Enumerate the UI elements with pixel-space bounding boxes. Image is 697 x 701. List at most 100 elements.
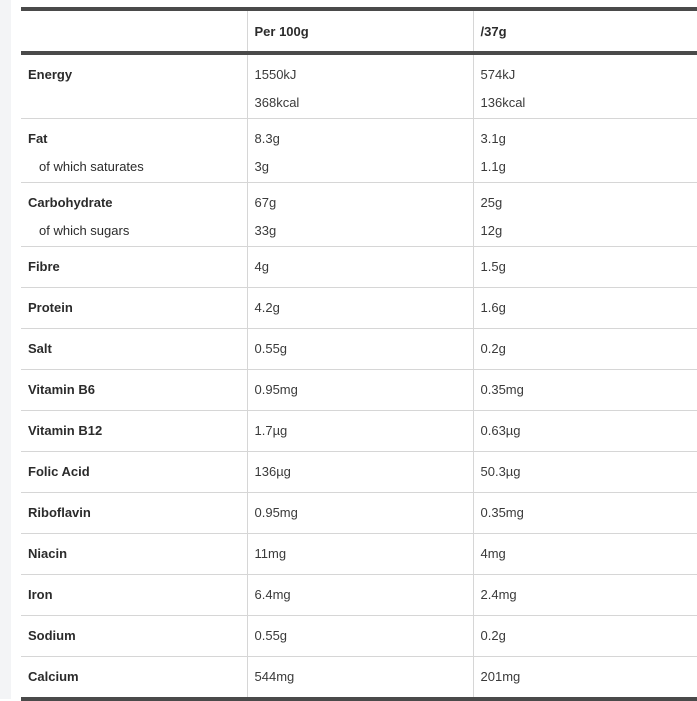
per-serving-cell: 0.2g	[473, 616, 697, 657]
table-body: Energy 1550kJ 368kcal 574kJ 136kcal Fat …	[21, 53, 697, 699]
per-100g-cell: 0.95mg	[247, 493, 473, 534]
nutrient-name: Energy	[28, 61, 247, 89]
header-per-100g: Per 100g	[247, 9, 473, 53]
nutrient-sub-name: of which saturates	[28, 153, 247, 181]
per-serving-cell: 0.35mg	[473, 370, 697, 411]
per-serving-value: 4mg	[481, 534, 697, 574]
per-serving-cell: 201mg	[473, 657, 697, 700]
per-serving-sub-value: 1.1g	[481, 153, 697, 181]
table-row-fat: Fat of which saturates 8.3g 3g 3.1g 1.1g	[21, 119, 697, 183]
per-serving-value: 0.35mg	[481, 370, 697, 410]
per-100g-value: 4.2g	[255, 288, 473, 328]
left-gutter	[0, 0, 11, 699]
table-row-fibre: Fibre 4g 1.5g	[21, 247, 697, 288]
table-row-vitamin-b12: Vitamin B12 1.7µg 0.63µg	[21, 411, 697, 452]
per-serving-sub-value: 136kcal	[481, 89, 697, 117]
per-100g-cell: 0.55g	[247, 329, 473, 370]
per-100g-cell: 8.3g 3g	[247, 119, 473, 183]
per-100g-cell: 67g 33g	[247, 183, 473, 247]
table-row-sodium: Sodium 0.55g 0.2g	[21, 616, 697, 657]
per-serving-value: 25g	[481, 189, 697, 217]
table-row-riboflavin: Riboflavin 0.95mg 0.35mg	[21, 493, 697, 534]
table-row-vitamin-b6: Vitamin B6 0.95mg 0.35mg	[21, 370, 697, 411]
nutrient-name: Niacin	[28, 534, 247, 574]
nutrient-name-cell: Salt	[21, 329, 247, 370]
per-serving-value: 1.5g	[481, 247, 697, 287]
nutrient-name-cell: Energy	[21, 53, 247, 119]
per-serving-value: 50.3µg	[481, 452, 697, 492]
per-100g-value: 136µg	[255, 452, 473, 492]
per-serving-value: 0.35mg	[481, 493, 697, 533]
per-100g-value: 0.55g	[255, 616, 473, 656]
per-serving-cell: 574kJ 136kcal	[473, 53, 697, 119]
per-100g-cell: 11mg	[247, 534, 473, 575]
nutrient-name-cell: Protein	[21, 288, 247, 329]
table-row-salt: Salt 0.55g 0.2g	[21, 329, 697, 370]
nutrient-name: Carbohydrate	[28, 189, 247, 217]
nutrient-name: Iron	[28, 575, 247, 615]
table-row-folic-acid: Folic Acid 136µg 50.3µg	[21, 452, 697, 493]
nutrient-name: Vitamin B6	[28, 370, 247, 410]
nutrition-table: Per 100g /37g Energy 1550kJ 368kcal 574k…	[21, 7, 697, 701]
per-100g-cell: 0.55g	[247, 616, 473, 657]
per-100g-value: 0.95mg	[255, 370, 473, 410]
per-100g-sub-value: 368kcal	[255, 89, 473, 117]
per-100g-cell: 1.7µg	[247, 411, 473, 452]
per-100g-cell: 136µg	[247, 452, 473, 493]
per-serving-value: 0.63µg	[481, 411, 697, 451]
per-serving-value: 1.6g	[481, 288, 697, 328]
per-100g-value: 0.55g	[255, 329, 473, 369]
per-100g-cell: 1550kJ 368kcal	[247, 53, 473, 119]
table-row-niacin: Niacin 11mg 4mg	[21, 534, 697, 575]
per-serving-cell: 4mg	[473, 534, 697, 575]
nutrient-name-cell: Vitamin B6	[21, 370, 247, 411]
nutrient-name-cell: Fat of which saturates	[21, 119, 247, 183]
nutrient-name-cell: Vitamin B12	[21, 411, 247, 452]
per-serving-value: 2.4mg	[481, 575, 697, 615]
per-100g-value: 6.4mg	[255, 575, 473, 615]
per-serving-cell: 2.4mg	[473, 575, 697, 616]
per-100g-sub-value: 3g	[255, 153, 473, 181]
per-100g-value: 4g	[255, 247, 473, 287]
table-row-iron: Iron 6.4mg 2.4mg	[21, 575, 697, 616]
per-100g-value: 1550kJ	[255, 61, 473, 89]
per-100g-value: 0.95mg	[255, 493, 473, 533]
per-serving-cell: 1.6g	[473, 288, 697, 329]
per-serving-value: 201mg	[481, 657, 697, 697]
header-per-serving: /37g	[473, 9, 697, 53]
per-100g-cell: 4.2g	[247, 288, 473, 329]
nutrient-name: Riboflavin	[28, 493, 247, 533]
per-serving-value: 0.2g	[481, 616, 697, 656]
nutrient-sub-name: of which sugars	[28, 217, 247, 245]
per-serving-cell: 3.1g 1.1g	[473, 119, 697, 183]
nutrient-name-cell: Iron	[21, 575, 247, 616]
table-row-carbohydrate: Carbohydrate of which sugars 67g 33g 25g…	[21, 183, 697, 247]
nutrient-name-cell: Niacin	[21, 534, 247, 575]
nutrient-name-cell: Folic Acid	[21, 452, 247, 493]
header-nutrient	[21, 9, 247, 53]
per-serving-sub-value: 12g	[481, 217, 697, 245]
per-serving-cell: 0.2g	[473, 329, 697, 370]
nutrient-name-cell: Fibre	[21, 247, 247, 288]
nutrient-name: Protein	[28, 288, 247, 328]
per-100g-cell: 4g	[247, 247, 473, 288]
per-100g-value: 11mg	[255, 534, 473, 574]
per-serving-cell: 1.5g	[473, 247, 697, 288]
nutrient-name: Fibre	[28, 247, 247, 287]
per-100g-cell: 6.4mg	[247, 575, 473, 616]
per-100g-value: 67g	[255, 189, 473, 217]
nutrient-name-cell: Calcium	[21, 657, 247, 700]
nutrient-name: Fat	[28, 125, 247, 153]
per-serving-cell: 0.63µg	[473, 411, 697, 452]
per-serving-cell: 25g 12g	[473, 183, 697, 247]
nutrient-name: Vitamin B12	[28, 411, 247, 451]
nutrient-name: Salt	[28, 329, 247, 369]
per-serving-value: 0.2g	[481, 329, 697, 369]
header-row: Per 100g /37g	[21, 9, 697, 53]
nutrient-name: Sodium	[28, 616, 247, 656]
per-100g-value: 544mg	[255, 657, 473, 697]
table-row-protein: Protein 4.2g 1.6g	[21, 288, 697, 329]
per-100g-cell: 0.95mg	[247, 370, 473, 411]
per-serving-cell: 50.3µg	[473, 452, 697, 493]
nutrient-name-cell: Sodium	[21, 616, 247, 657]
